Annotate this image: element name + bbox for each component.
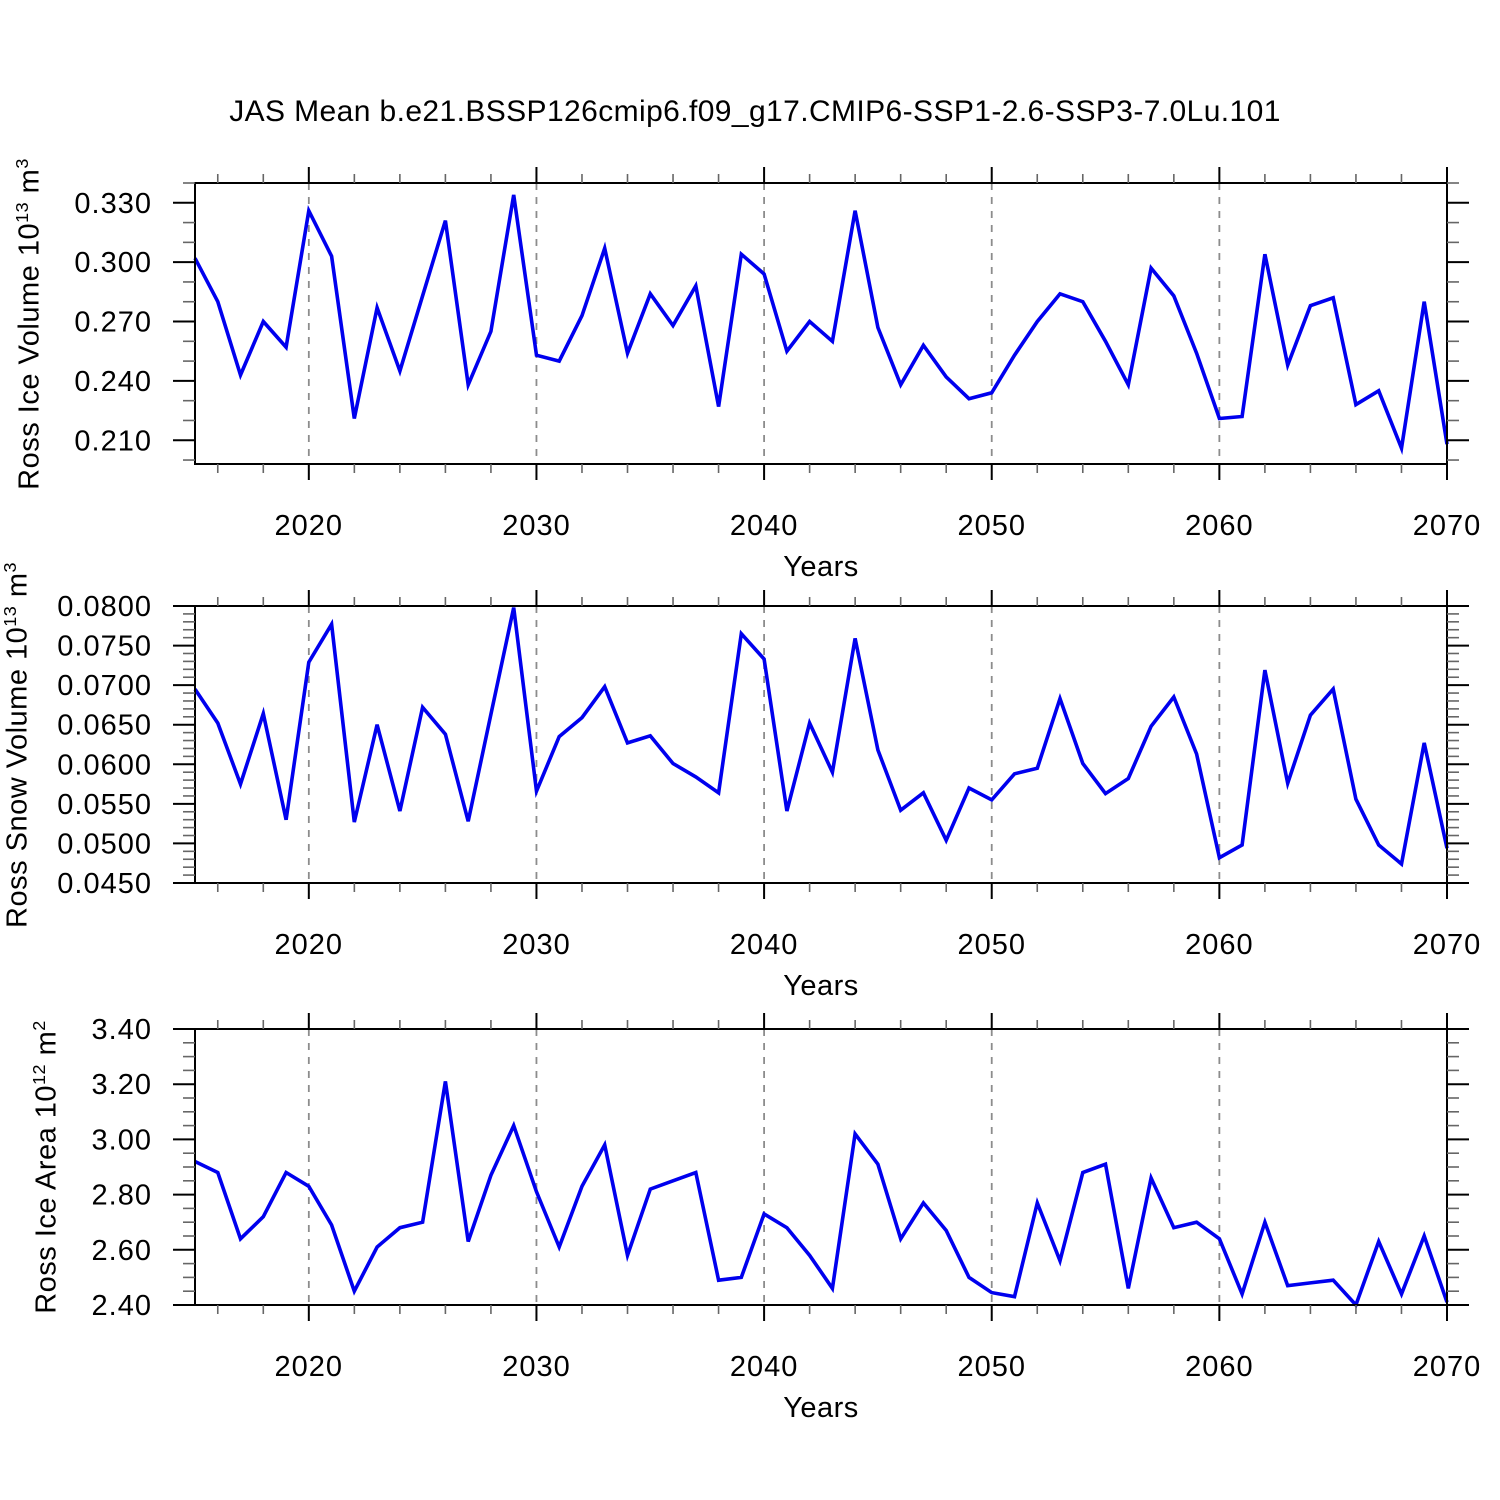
y-axis-title-text: m — [1, 572, 34, 606]
y-axis-title-text: Ross Ice Volume 10 — [13, 222, 46, 490]
y-tick-label: 0.270 — [74, 307, 152, 339]
y-tick-label: 0.0800 — [57, 591, 152, 623]
x-axis-title: Years — [783, 970, 859, 1002]
x-tick-label: 2070 — [1413, 1351, 1482, 1383]
y-tick-label: 0.0450 — [57, 868, 152, 900]
y-axis-title-superscript: 13 — [11, 201, 32, 223]
panel-ross-ice-volume: 2020 2030 2040 2050 2060 2070 0.210 0.240 0.270 0… — [74, 167, 1482, 583]
series-line — [193, 194, 1449, 456]
plot-frame — [194, 182, 1448, 465]
x-tick-label: 2050 — [957, 929, 1026, 961]
y-axis-title-ross-snow-volume: Ross Snow Volume 1013 m3 — [0, 561, 35, 928]
panel-ross-snow-volume: 2020 2030 2040 2050 2060 2070 0.0450 0.0500 0.05… — [57, 590, 1482, 1002]
plot-frame — [194, 605, 1448, 884]
y-axis-title-superscript: 13 — [0, 605, 20, 627]
panel-ross-ice-area: 2020 2030 2040 2050 2060 2070 2.40 2.60 2.80 3.00… — [92, 1013, 1482, 1424]
y-axis-title-superscript: 3 — [0, 561, 20, 573]
x-tick-label: 2060 — [1185, 1351, 1254, 1383]
x-tick-label: 2040 — [730, 510, 799, 542]
y-tick-label: 0.0600 — [57, 749, 152, 781]
y-tick-label: 0.0500 — [57, 828, 152, 860]
y-axis-title-text: m — [13, 168, 46, 202]
x-tick-label: 2040 — [730, 1351, 799, 1383]
y-tick-label: 3.20 — [92, 1069, 152, 1101]
x-tick-label: 2040 — [730, 929, 799, 961]
x-axis-title: Years — [783, 1392, 859, 1424]
x-tick-label: 2060 — [1185, 929, 1254, 961]
x-tick-label: 2020 — [275, 510, 344, 542]
y-axis-title-superscript: 12 — [28, 1063, 49, 1085]
y-axis-title-text: Ross Snow Volume 10 — [1, 626, 34, 928]
y-axis-title-text: Ross Ice Area 10 — [30, 1084, 63, 1314]
y-axis-title-ross-ice-volume: Ross Ice Volume 1013 m3 — [11, 157, 47, 490]
series-line — [194, 1081, 1449, 1309]
y-axis-title-superscript: 3 — [11, 157, 32, 169]
y-axis-title-text: m — [30, 1030, 63, 1064]
y-tick-label: 3.00 — [92, 1124, 152, 1156]
y-tick-label: 0.210 — [74, 425, 152, 457]
y-tick-label: 0.330 — [74, 188, 152, 220]
y-tick-label: 0.0750 — [57, 631, 152, 663]
x-axis-title: Years — [783, 551, 859, 583]
y-tick-label: 0.0700 — [57, 670, 152, 702]
x-tick-label: 2050 — [957, 510, 1026, 542]
plot-frame — [194, 1028, 1448, 1306]
x-tick-label: 2070 — [1413, 510, 1482, 542]
x-tick-label: 2020 — [275, 929, 344, 961]
x-tick-label: 2020 — [275, 1351, 344, 1383]
y-tick-label: 0.0550 — [57, 789, 152, 821]
y-tick-label: 2.40 — [92, 1290, 152, 1322]
y-tick-label: 2.60 — [92, 1235, 152, 1267]
x-tick-label: 2060 — [1185, 510, 1254, 542]
series-line — [193, 607, 1449, 868]
y-tick-label: 2.80 — [92, 1180, 152, 1212]
y-tick-label: 3.40 — [92, 1014, 152, 1046]
y-axis-title-ross-ice-area: Ross Ice Area 1012 m2 — [28, 1020, 64, 1314]
x-tick-label: 2070 — [1413, 929, 1482, 961]
x-tick-label: 2030 — [502, 510, 571, 542]
x-tick-label: 2030 — [502, 1351, 571, 1383]
figure-title: JAS Mean b.e21.BSSP126cmip6.f09_g17.CMIP… — [229, 95, 1281, 128]
y-tick-label: 0.300 — [74, 247, 152, 279]
x-tick-label: 2030 — [502, 929, 571, 961]
y-tick-label: 0.240 — [74, 366, 152, 398]
x-tick-label: 2050 — [957, 1351, 1026, 1383]
y-axis-title-superscript: 2 — [28, 1020, 49, 1031]
y-tick-label: 0.0650 — [57, 710, 152, 742]
